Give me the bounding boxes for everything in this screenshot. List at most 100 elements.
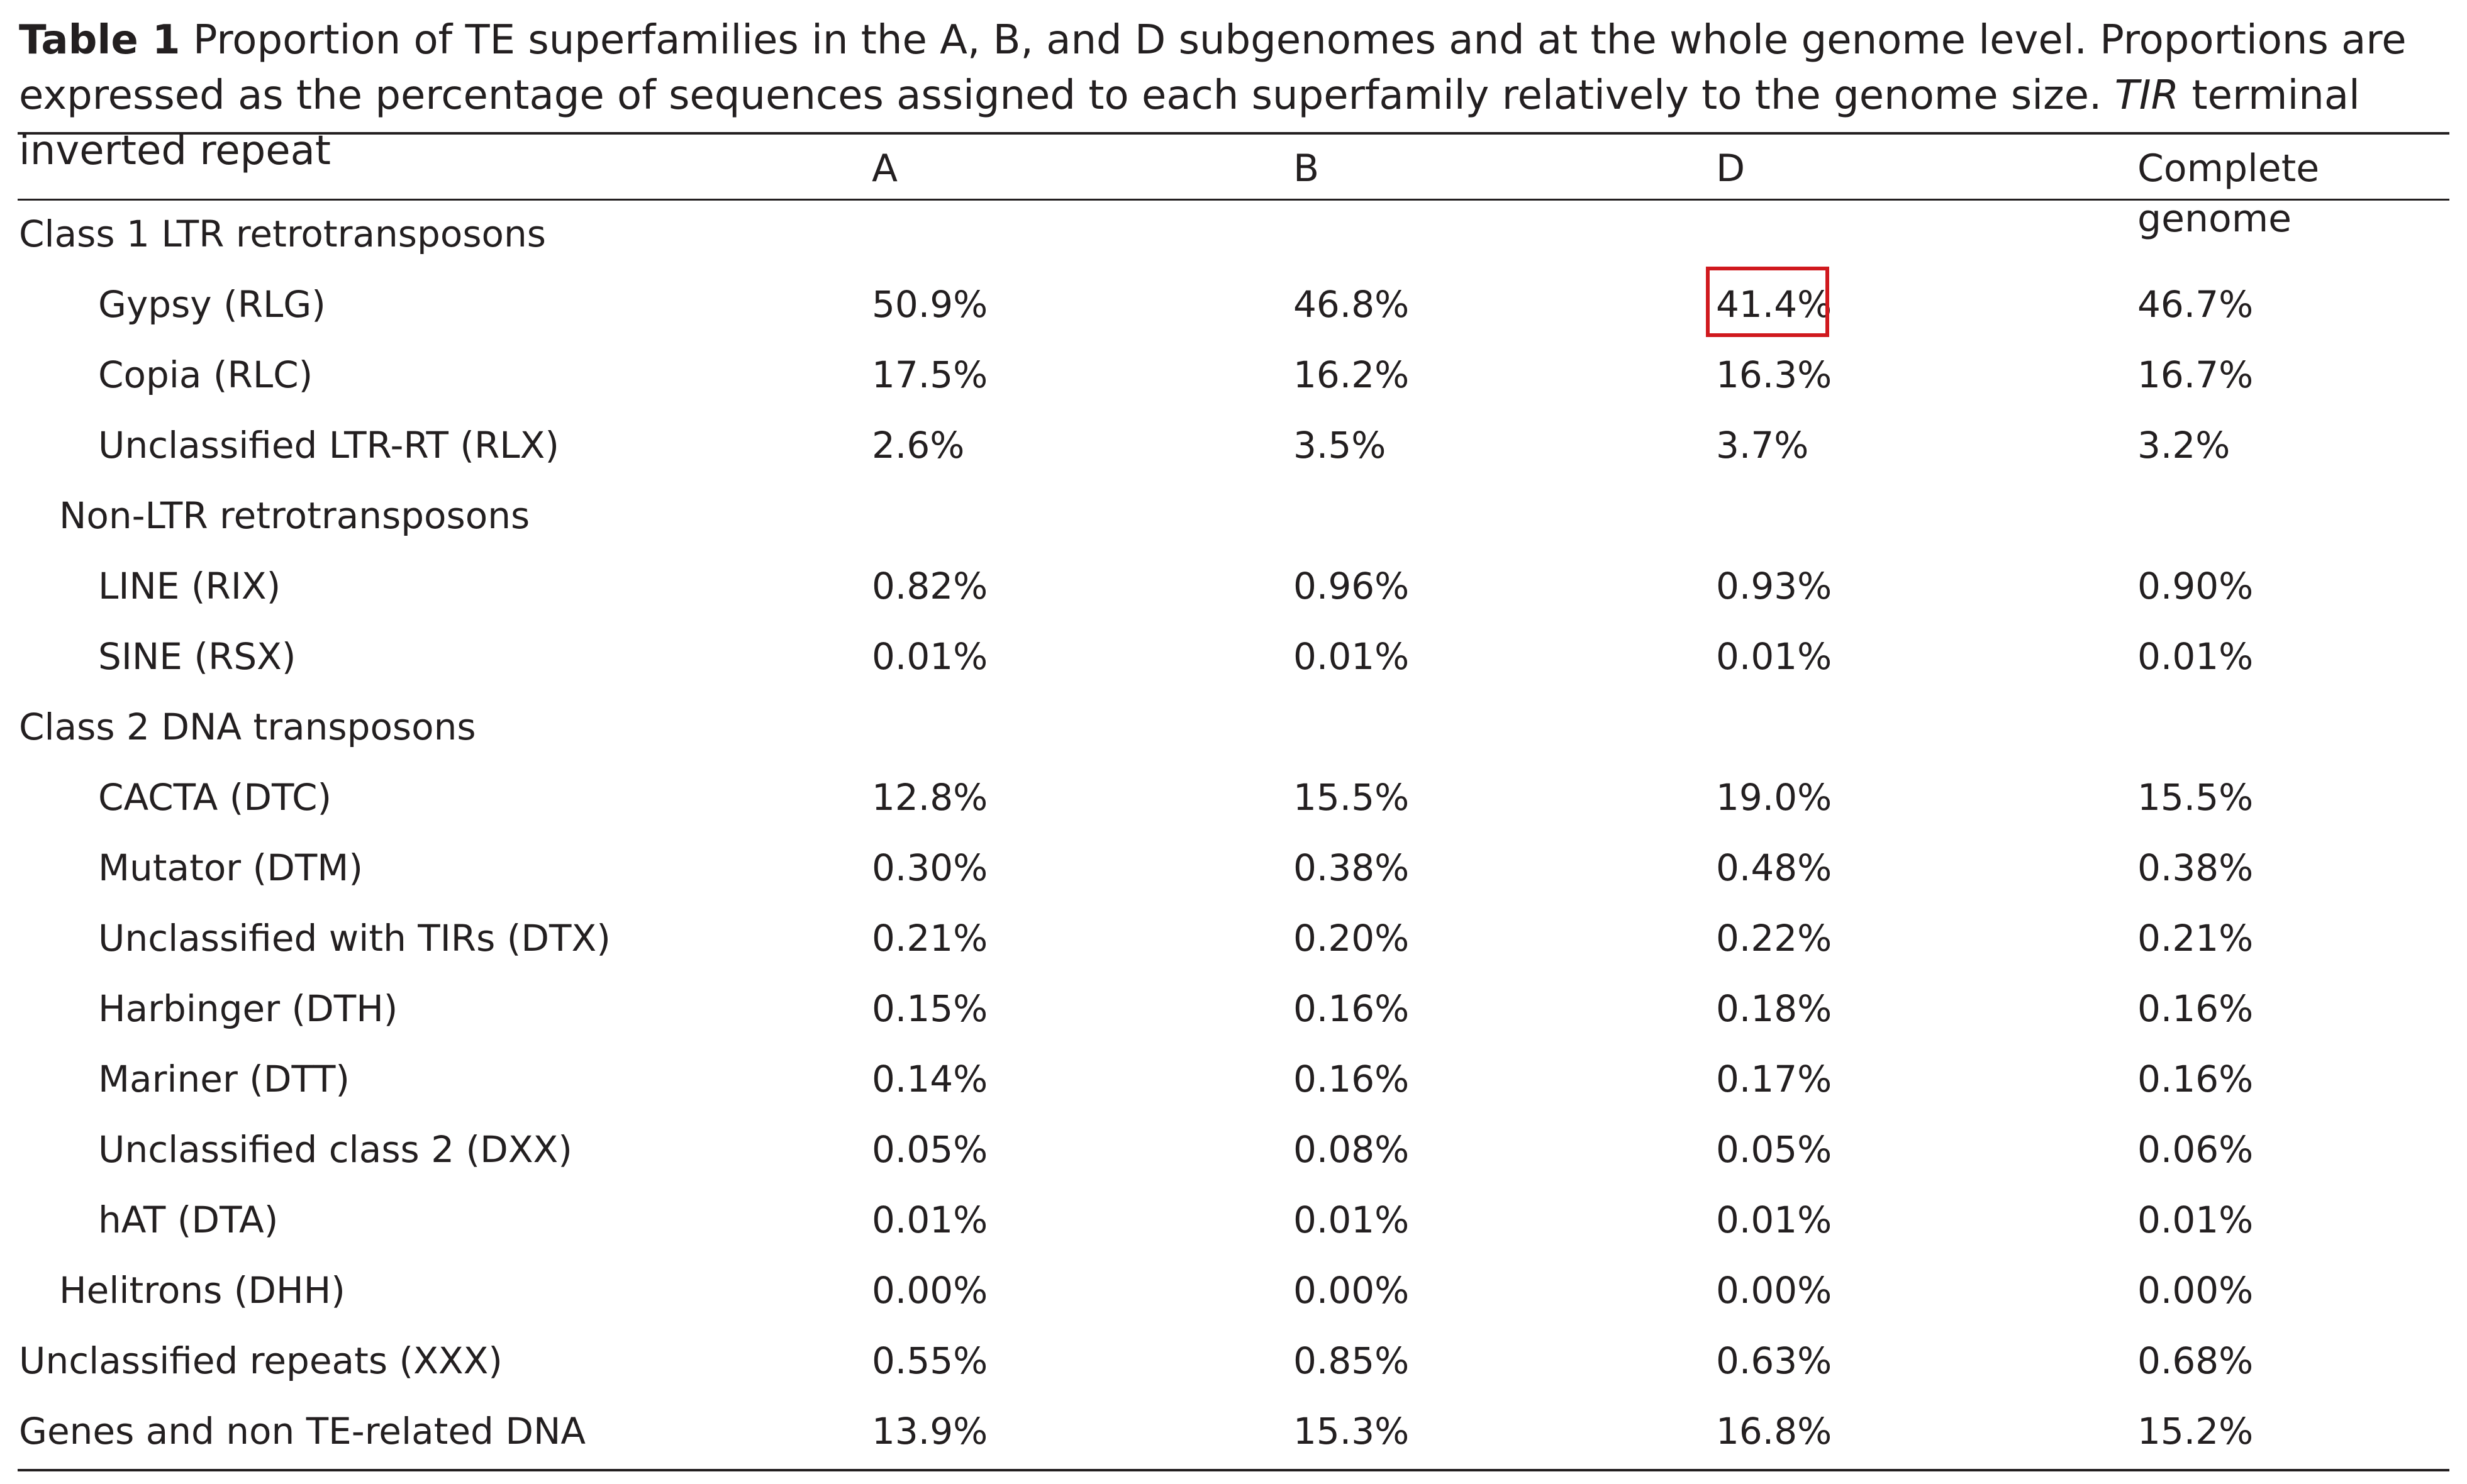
cell-b: 15.3% — [1293, 1410, 1410, 1453]
table-row: LINE (RIX) 0.82% 0.96% 0.93% 0.90% — [0, 551, 2467, 621]
cell-d: 16.3% — [1716, 353, 1832, 396]
row-label: Mariner (DTT) — [98, 1058, 350, 1100]
row-label: Non-LTR retrotransposons — [59, 494, 530, 537]
cell-genome: 0.16% — [2137, 987, 2254, 1030]
cell-a: 0.05% — [872, 1128, 988, 1171]
header-b: B — [1293, 147, 1320, 191]
cell-a: 17.5% — [872, 353, 988, 396]
header-a: A — [872, 147, 898, 191]
cell-a: 0.30% — [872, 846, 988, 889]
cell-d: 0.18% — [1716, 987, 1832, 1030]
table-row: Class 2 DNA transposons — [0, 692, 2467, 762]
cell-d: 0.63% — [1716, 1339, 1832, 1382]
header-d: D — [1716, 147, 1746, 191]
cell-a: 0.21% — [872, 917, 988, 960]
cell-d: 19.0% — [1716, 776, 1832, 819]
table-row: Unclassified LTR-RT (RLX) 2.6% 3.5% 3.7%… — [0, 410, 2467, 480]
row-label: Copia (RLC) — [98, 353, 313, 396]
row-label: Mutator (DTM) — [98, 846, 363, 889]
cell-a: 12.8% — [872, 776, 988, 819]
row-label: Unclassified repeats (XXX) — [19, 1339, 503, 1382]
cell-genome: 16.7% — [2137, 353, 2254, 396]
cell-a: 0.82% — [872, 565, 988, 607]
table-header-rule — [18, 199, 2449, 201]
table-row: Gypsy (RLG) 50.9% 46.8% 41.4% 46.7% — [0, 269, 2467, 340]
table-top-rule — [18, 132, 2449, 135]
cell-b: 0.08% — [1293, 1128, 1410, 1171]
row-label: Class 2 DNA transposons — [19, 706, 476, 748]
row-label: Unclassified with TIRs (DTX) — [98, 917, 611, 960]
table-row: Non-LTR retrotransposons — [0, 480, 2467, 551]
cell-d: 0.01% — [1716, 1199, 1832, 1241]
cell-genome: 0.16% — [2137, 1058, 2254, 1100]
row-label: Harbinger (DTH) — [98, 987, 398, 1030]
row-label: CACTA (DTC) — [98, 776, 332, 819]
row-label: Helitrons (DHH) — [59, 1269, 345, 1312]
row-label: Class 1 LTR retrotransposons — [19, 213, 546, 255]
row-label: Gypsy (RLG) — [98, 283, 326, 326]
row-label: Unclassified LTR-RT (RLX) — [98, 424, 559, 467]
cell-genome: 0.90% — [2137, 565, 2254, 607]
highlight-box — [1706, 267, 1829, 337]
table-row: Unclassified with TIRs (DTX) 0.21% 0.20%… — [0, 903, 2467, 973]
table-row: CACTA (DTC) 12.8% 15.5% 19.0% 15.5% — [0, 762, 2467, 833]
cell-genome: 46.7% — [2137, 283, 2254, 326]
cell-d: 0.05% — [1716, 1128, 1832, 1171]
cell-a: 0.00% — [872, 1269, 988, 1312]
cell-b: 15.5% — [1293, 776, 1410, 819]
row-label: LINE (RIX) — [98, 565, 281, 607]
cell-genome: 0.68% — [2137, 1339, 2254, 1382]
table-bottom-rule — [18, 1469, 2449, 1471]
table-row: Copia (RLC) 17.5% 16.2% 16.3% 16.7% — [0, 340, 2467, 410]
cell-genome: 0.21% — [2137, 917, 2254, 960]
cell-genome: 15.2% — [2137, 1410, 2254, 1453]
cell-b: 0.38% — [1293, 846, 1410, 889]
cell-a: 0.01% — [872, 635, 988, 678]
cell-genome: 0.01% — [2137, 635, 2254, 678]
cell-a: 2.6% — [872, 424, 965, 467]
caption-abbreviation: TIR — [2114, 72, 2180, 119]
table-row: Mariner (DTT) 0.14% 0.16% 0.17% 0.16% — [0, 1044, 2467, 1114]
table-row: Mutator (DTM) 0.30% 0.38% 0.48% 0.38% — [0, 833, 2467, 903]
cell-d: 41.4% — [1716, 283, 1832, 326]
caption-label: Table 1 — [19, 17, 181, 64]
header-complete-genome: Complete genome — [2137, 147, 2320, 241]
cell-genome: 15.5% — [2137, 776, 2254, 819]
cell-genome: 3.2% — [2137, 424, 2230, 467]
table-row: Unclassified class 2 (DXX) 0.05% 0.08% 0… — [0, 1114, 2467, 1185]
cell-a: 0.55% — [872, 1339, 988, 1382]
table-row: Unclassified repeats (XXX) 0.55% 0.85% 0… — [0, 1326, 2467, 1396]
cell-b: 0.00% — [1293, 1269, 1410, 1312]
cell-d: 0.17% — [1716, 1058, 1832, 1100]
table-caption: Table 1 Proportion of TE superfamilies i… — [19, 13, 2447, 179]
cell-genome: 0.00% — [2137, 1269, 2254, 1312]
cell-a: 50.9% — [872, 283, 988, 326]
cell-b: 0.20% — [1293, 917, 1410, 960]
cell-a: 0.01% — [872, 1199, 988, 1241]
table-row: Class 1 LTR retrotransposons — [0, 199, 2467, 269]
table-row: Helitrons (DHH) 0.00% 0.00% 0.00% 0.00% — [0, 1255, 2467, 1326]
cell-genome: 0.01% — [2137, 1199, 2254, 1241]
cell-genome: 0.38% — [2137, 846, 2254, 889]
cell-d: 0.00% — [1716, 1269, 1832, 1312]
cell-b: 0.85% — [1293, 1339, 1410, 1382]
cell-b: 0.16% — [1293, 987, 1410, 1030]
table-row: SINE (RSX) 0.01% 0.01% 0.01% 0.01% — [0, 621, 2467, 692]
row-label: hAT (DTA) — [98, 1199, 279, 1241]
row-label: Genes and non TE-related DNA — [19, 1410, 586, 1453]
cell-b: 46.8% — [1293, 283, 1410, 326]
caption-text: Proportion of TE superfamilies in the A,… — [19, 17, 2407, 119]
cell-b: 0.96% — [1293, 565, 1410, 607]
cell-b: 3.5% — [1293, 424, 1386, 467]
cell-b: 16.2% — [1293, 353, 1410, 396]
cell-b: 0.01% — [1293, 635, 1410, 678]
cell-d: 0.93% — [1716, 565, 1832, 607]
cell-a: 0.15% — [872, 987, 988, 1030]
table-row: Genes and non TE-related DNA 13.9% 15.3%… — [0, 1396, 2467, 1466]
cell-a: 0.14% — [872, 1058, 988, 1100]
row-label: Unclassified class 2 (DXX) — [98, 1128, 572, 1171]
cell-d: 3.7% — [1716, 424, 1809, 467]
cell-genome: 0.06% — [2137, 1128, 2254, 1171]
cell-b: 0.16% — [1293, 1058, 1410, 1100]
